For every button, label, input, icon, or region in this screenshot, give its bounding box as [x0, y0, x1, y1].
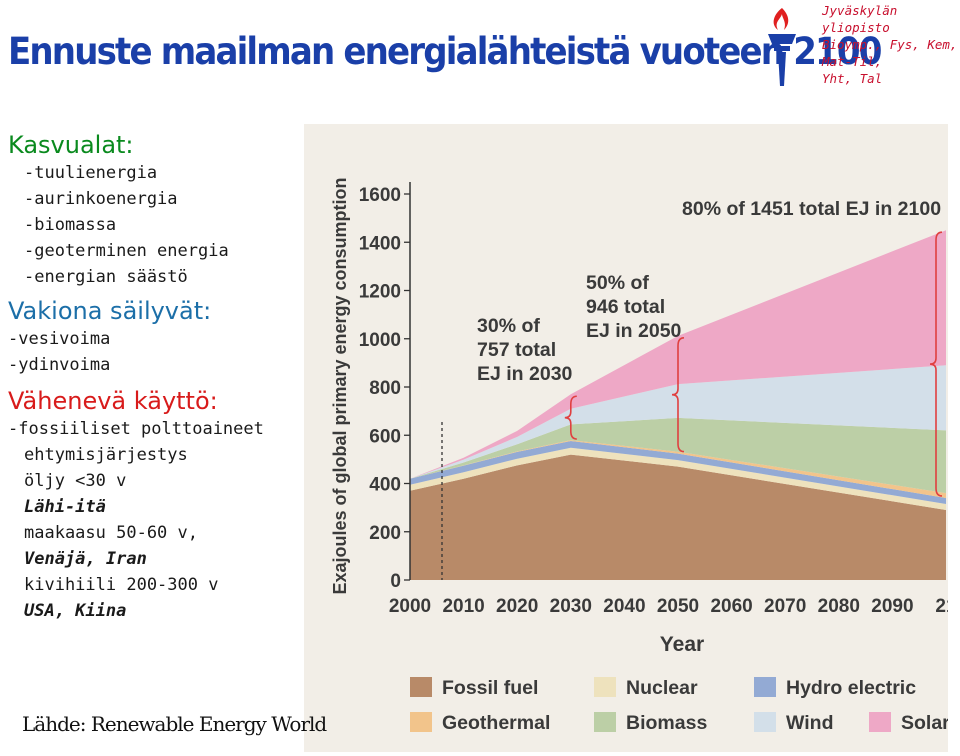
growing-item: -tuulienergia	[24, 163, 158, 183]
energy-chart-svg: 0 200 400 600 800 1000 1200 1400 1600 2000 2010 202…	[304, 124, 957, 752]
y-tick-label: 1200	[359, 282, 401, 303]
coal-text: kivihiili 200-300 v	[24, 575, 219, 595]
annotation-text: 50% of	[586, 272, 649, 294]
institution-line: Bioymp., Fys, Kem,	[822, 37, 958, 52]
y-tick-label: 400	[369, 475, 401, 496]
energy-chart: 0 200 400 600 800 1000 1200 1400 1600 2000 2010 202…	[304, 124, 957, 752]
declining-item: -fossiiliset polttoaineet	[8, 419, 264, 439]
annotation-text: 30% of	[477, 315, 540, 337]
annotation-text: 946 total	[586, 296, 665, 318]
y-tick-label: 800	[369, 378, 401, 399]
annotation-text: EJ in 2030	[477, 363, 573, 385]
x-tick-label: 2070	[764, 596, 806, 617]
legend-swatch	[410, 712, 432, 732]
legend-swatch	[594, 712, 616, 732]
y-tick-label: 1400	[359, 233, 401, 254]
source-text: Lähde: Renewable Energy World	[22, 712, 327, 736]
legend-label: Nuclear	[626, 677, 698, 699]
x-axis-label: Year	[660, 633, 704, 656]
share-bracket	[671, 337, 685, 453]
growing-item: -energian säästö	[24, 267, 188, 287]
y-tick-label: 0	[390, 571, 401, 592]
x-tick-label: 2080	[818, 596, 860, 617]
y-tick-label: 200	[369, 523, 401, 544]
x-tick-label: 2040	[603, 596, 645, 617]
x-tick-label: 21	[935, 596, 948, 617]
share-bracket	[564, 395, 577, 440]
legend-swatch	[594, 677, 616, 697]
legend-label: Solar	[901, 712, 948, 734]
area-series-4	[410, 417, 946, 494]
x-tick-label: 2090	[871, 596, 913, 617]
growing-item: -aurinkoenergia	[24, 189, 178, 209]
legend-label: Hydro electric	[786, 677, 916, 699]
growing-item: -biomassa	[24, 215, 117, 235]
area-series-5	[410, 365, 946, 479]
oil-text: öljy <30 v	[24, 471, 127, 491]
y-axis-label: Exajoules of global primary energy consu…	[330, 177, 350, 594]
legend-label: Geothermal	[442, 712, 550, 734]
x-tick-label: 2020	[496, 596, 538, 617]
legend-swatch	[869, 712, 891, 732]
x-tick-label: 2050	[657, 596, 699, 617]
annotation-text: 757 total	[477, 339, 556, 361]
annotation-text: EJ in 2050	[586, 320, 682, 342]
x-tick-label: 2010	[442, 596, 484, 617]
declining-heading: Vähenevä käyttö:	[8, 387, 218, 415]
x-tick-label: 2030	[550, 596, 592, 617]
x-tick-label: 2060	[710, 596, 752, 617]
legend-label: Biomass	[626, 712, 707, 734]
legend-label: Wind	[786, 712, 833, 734]
oil-region: Lähi-itä	[24, 497, 106, 517]
growing-item: -geoterminen energia	[24, 241, 229, 261]
institution-line: Jyväskylän	[822, 3, 898, 18]
left-panel: Kasvualat: -tuulienergia -aurinkoenergia…	[8, 130, 308, 624]
institution-line: yliopisto	[822, 20, 890, 35]
institution-text: Jyväskylän yliopisto Bioymp., Fys, Kem, …	[822, 2, 958, 87]
area-series-0	[410, 454, 946, 580]
constant-heading: Vakiona säilyvät:	[8, 297, 212, 325]
growing-heading: Kasvualat:	[8, 131, 134, 159]
share-bracket	[929, 231, 943, 497]
institution-line: Mat-Til,	[822, 54, 883, 69]
legend-swatch	[754, 712, 776, 732]
page-title: Ennuste maailman energialähteistä vuotee…	[8, 30, 882, 73]
gas-region: Venäjä, Iran	[24, 549, 147, 569]
constant-item: -ydinvoima	[8, 355, 111, 375]
y-tick-label: 1000	[359, 330, 401, 351]
legend-label: Fossil fuel	[442, 677, 538, 699]
gas-text: maakaasu 50-60 v,	[24, 523, 198, 543]
depletion-label: ehtymisjärjestys	[24, 445, 188, 465]
area-series-1	[410, 447, 946, 510]
constant-item: -vesivoima	[8, 329, 111, 349]
y-tick-label: 600	[369, 426, 401, 447]
x-tick-label: 2000	[389, 596, 431, 617]
y-tick-label: 1600	[359, 185, 401, 206]
university-torch-logo-icon	[768, 8, 796, 86]
coal-region: USA, Kiina	[24, 601, 127, 621]
institution-line: Yht, Tal	[822, 71, 883, 86]
legend-swatch	[754, 677, 776, 697]
annotation-text: 80% of 1451 total EJ in 2100	[682, 198, 941, 220]
legend-swatch	[410, 677, 432, 697]
